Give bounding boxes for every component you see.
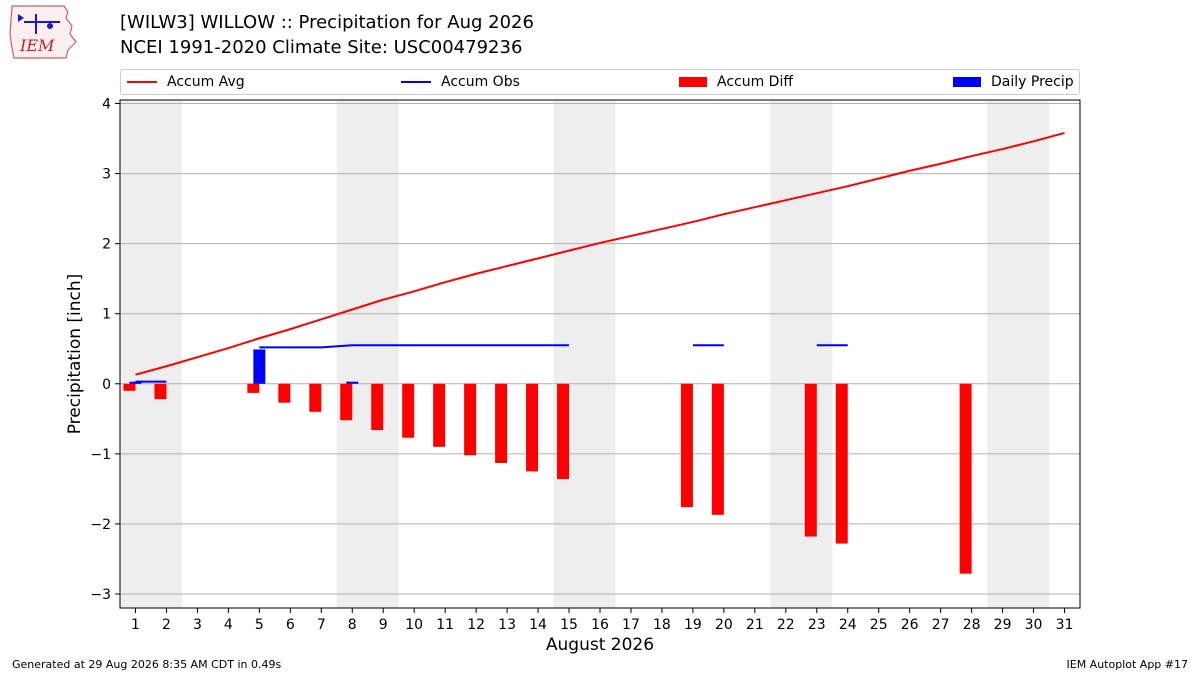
x-tick-label-26: 26	[901, 617, 919, 633]
x-tick-label-11: 11	[436, 617, 454, 633]
x-tick-label-3: 3	[193, 617, 202, 633]
x-tick-label-10: 10	[405, 617, 423, 633]
x-tick-label-5: 5	[255, 617, 264, 633]
x-tick-label-1: 1	[131, 617, 140, 633]
x-tick-label-20: 20	[715, 617, 733, 633]
y-tick-label-0: 0	[102, 377, 111, 393]
legend-label-accum-diff: Accum Diff	[717, 74, 794, 90]
y-tick-label--2: −2	[90, 517, 111, 533]
x-tick-label-6: 6	[286, 617, 295, 633]
x-tick-label-19: 19	[684, 617, 702, 633]
legend-swatch-daily-precip	[953, 77, 981, 87]
weekend-band-0	[120, 100, 182, 608]
bar-accum-diff-day-15	[557, 383, 570, 480]
y-axis-label: Precipitation [inch]	[65, 274, 85, 435]
legend-label-daily-precip: Daily Precip	[991, 74, 1074, 90]
x-tick-label-7: 7	[317, 617, 326, 633]
x-tick-label-8: 8	[348, 617, 357, 633]
x-tick-label-15: 15	[560, 617, 578, 633]
legend-swatch-accum-obs	[401, 81, 431, 83]
bar-accum-diff-day-14	[526, 383, 539, 472]
bar-accum-diff-day-5	[247, 383, 260, 393]
x-tick-label-17: 17	[622, 617, 640, 633]
x-tick-label-13: 13	[498, 617, 516, 633]
bar-accum-diff-day-6	[278, 383, 291, 403]
y-tick-label-2: 2	[102, 237, 111, 253]
weekend-band-1	[336, 100, 399, 608]
footer-app: IEM Autoplot App #17	[1066, 658, 1189, 671]
legend-swatch-accum-diff	[679, 77, 707, 87]
x-tick-label-28: 28	[963, 617, 981, 633]
x-tick-label-4: 4	[224, 617, 233, 633]
legend-item-accum-diff: Accum Diff	[679, 70, 793, 94]
x-tick-label-16: 16	[591, 617, 609, 633]
bar-accum-diff-day-2	[154, 383, 167, 400]
bar-daily-precip-day-8	[346, 381, 359, 384]
line-accum-avg	[135, 131, 1065, 376]
bar-accum-diff-day-11	[433, 383, 446, 447]
x-tick-label-18: 18	[653, 617, 671, 633]
x-tick-label-21: 21	[746, 617, 764, 633]
bar-daily-precip-day-1	[129, 381, 142, 384]
bar-accum-diff-day-13	[495, 383, 508, 463]
svg-text:IEM: IEM	[19, 36, 55, 55]
bar-accum-diff-day-1	[123, 383, 136, 391]
chart-legend: Accum Avg Accum Obs Accum Diff Daily Pre…	[120, 69, 1080, 95]
bar-accum-diff-day-20	[711, 383, 724, 515]
weekend-band-4	[987, 100, 1050, 608]
chart-subtitle: NCEI 1991-2020 Climate Site: USC00479236	[120, 37, 523, 58]
bar-accum-diff-day-7	[309, 383, 322, 412]
bar-accum-diff-day-28	[959, 383, 972, 574]
x-tick-label-30: 30	[1025, 617, 1043, 633]
x-tick-label-29: 29	[994, 617, 1012, 633]
iem-logo: IEM	[9, 5, 77, 59]
x-tick-label-31: 31	[1056, 617, 1074, 633]
x-axis-label: August 2026	[546, 635, 654, 655]
legend-item-daily-precip: Daily Precip	[953, 70, 1074, 94]
x-tick-label-24: 24	[839, 617, 857, 633]
line-accum-obs-segment-1	[259, 344, 570, 349]
bar-daily-precip-day-5	[253, 349, 266, 384]
y-tick-label--1: −1	[90, 447, 111, 463]
weekend-band-3	[770, 100, 833, 608]
x-tick-label-23: 23	[808, 617, 826, 633]
x-tick-label-27: 27	[932, 617, 950, 633]
bar-accum-diff-day-9	[371, 383, 384, 431]
legend-item-accum-avg: Accum Avg	[127, 70, 245, 94]
x-tick-label-14: 14	[529, 617, 547, 633]
x-tick-label-9: 9	[379, 617, 388, 633]
bar-accum-diff-day-12	[464, 383, 477, 456]
bar-accum-diff-day-8	[340, 383, 353, 421]
legend-item-accum-obs: Accum Obs	[401, 70, 520, 94]
x-tick-label-22: 22	[777, 617, 795, 633]
footer-generated: Generated at 29 Aug 2026 8:35 AM CDT in …	[12, 658, 282, 671]
legend-label-accum-avg: Accum Avg	[167, 74, 245, 90]
x-tick-label-25: 25	[870, 617, 888, 633]
x-tick-label-2: 2	[162, 617, 171, 633]
chart-title: [WILW3] WILLOW :: Precipitation for Aug …	[120, 12, 534, 33]
y-tick-label-4: 4	[102, 97, 111, 113]
x-tick-label-12: 12	[467, 617, 485, 633]
legend-swatch-accum-avg	[127, 81, 157, 83]
bar-accum-diff-day-19	[680, 383, 693, 508]
weekend-band-2	[553, 100, 616, 608]
y-tick-label--3: −3	[90, 587, 111, 603]
bar-accum-diff-day-24	[835, 383, 848, 544]
y-tick-label-3: 3	[102, 167, 111, 183]
bar-accum-diff-day-23	[804, 383, 817, 537]
legend-label-accum-obs: Accum Obs	[441, 74, 520, 90]
bar-accum-diff-day-10	[402, 383, 415, 438]
y-tick-label-1: 1	[102, 307, 111, 323]
